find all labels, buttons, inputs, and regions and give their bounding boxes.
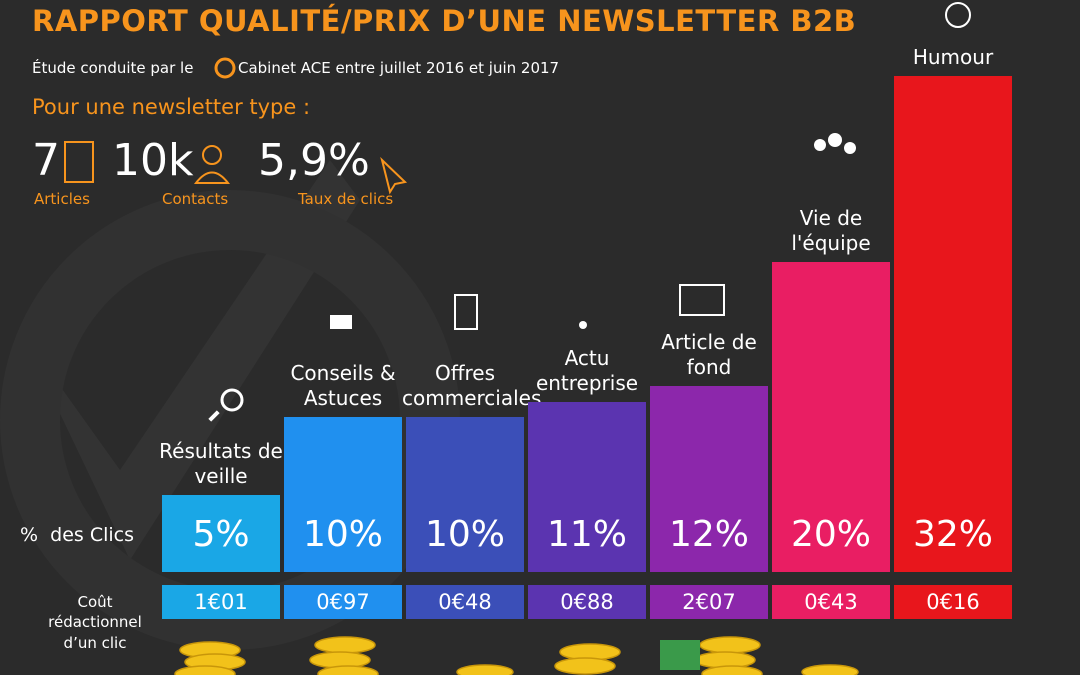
cost-value: 1€01 — [162, 585, 280, 619]
category-label: Actu entreprise — [535, 345, 639, 395]
value-label: 11% — [546, 514, 627, 555]
bar — [284, 417, 402, 572]
cost-value: 0€48 — [406, 585, 524, 619]
cost-value: 2€07 — [650, 585, 768, 619]
title: RAPPORT QUALITÉ/PRIX D’UNE NEWSLETTER B2… — [32, 4, 857, 38]
value-label: 10% — [424, 514, 505, 555]
banknote — [660, 640, 700, 670]
value-label: 10% — [302, 514, 383, 555]
row-label: % des Clics — [20, 524, 134, 546]
stat-label: Articles — [34, 190, 90, 208]
cost-value: 0€43 — [772, 585, 890, 619]
category-label: Offres commerciales — [402, 361, 542, 410]
category-label: Humour — [912, 45, 994, 69]
subtitle: Cabinet ACE entre juillet 2016 et juin 2… — [238, 59, 560, 77]
coins — [174, 636, 859, 675]
bar-icons — [208, 2, 971, 422]
value-label: 32% — [912, 514, 993, 555]
cost-value: 0€88 — [528, 585, 646, 619]
stat-value: 5,9% — [258, 135, 370, 186]
logo — [214, 57, 236, 79]
cost-value: 0€16 — [894, 585, 1012, 619]
category-label: Vie de l'équipe — [791, 206, 871, 255]
watermark-check — [20, 160, 360, 560]
category-label: Article de fond — [661, 330, 757, 379]
stat-value: 10k — [112, 135, 194, 186]
value-label: 20% — [790, 514, 871, 555]
bar — [162, 494, 280, 572]
stat-label: Contacts — [162, 190, 229, 208]
value-label: 5% — [192, 514, 250, 555]
value-label: 12% — [668, 514, 749, 555]
cost-value: 0€97 — [284, 585, 402, 619]
category-label: Résultats de veille — [159, 438, 283, 488]
subtitle: Étude conduite par le — [32, 59, 194, 77]
bar — [528, 401, 646, 572]
stat-value: 7 — [32, 135, 60, 186]
bar — [650, 386, 768, 572]
stat-icons — [64, 141, 408, 195]
category-label: Conseils & Astuces — [290, 361, 396, 410]
stat-label: Taux de clics — [298, 190, 394, 208]
bar — [772, 262, 890, 572]
bar — [406, 417, 524, 572]
intro: Pour une newsletter type : — [32, 95, 311, 119]
cost-label: Coût rédactionnel d’un clic — [48, 593, 142, 652]
bar — [894, 76, 1012, 572]
